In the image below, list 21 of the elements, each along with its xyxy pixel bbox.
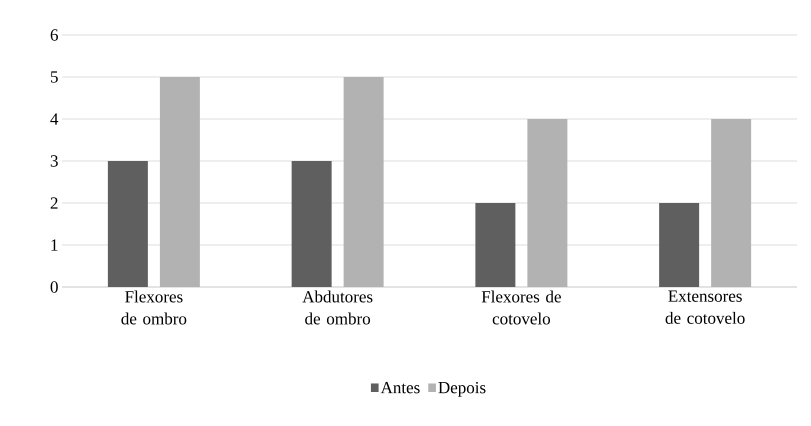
x-tick-label: Flexores de ombro <box>121 290 186 324</box>
x-tick-label: Extensores de cotovelo <box>666 290 745 324</box>
bar <box>108 161 148 287</box>
x-tick-label: Abdutores de ombro <box>302 290 372 324</box>
y-tick-label: 0 <box>50 281 58 293</box>
y-tick-label: 1 <box>51 239 58 251</box>
y-tick-label: 6 <box>50 29 58 41</box>
bar <box>711 119 752 287</box>
y-tick-label: 3 <box>50 155 58 167</box>
y-tick-label: 5 <box>50 71 58 83</box>
y-tick-label: 4 <box>50 113 58 125</box>
bar <box>160 77 200 287</box>
bar <box>659 203 700 287</box>
bar <box>292 161 332 287</box>
y-tick-label: 2 <box>50 197 58 209</box>
legend-label: Antes <box>380 382 420 394</box>
bar <box>475 203 516 287</box>
bar <box>344 77 384 287</box>
legend-label: Depois <box>438 382 486 397</box>
bar <box>527 119 568 287</box>
x-tick-label: Flexores de cotovelo <box>482 290 561 324</box>
